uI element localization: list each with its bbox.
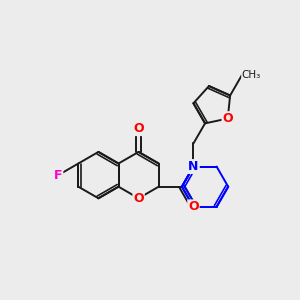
Text: CH₃: CH₃ [242,70,261,80]
Text: O: O [133,122,144,135]
Text: O: O [188,200,199,213]
Text: O: O [133,192,144,205]
Text: F: F [54,169,62,182]
Text: N: N [188,160,199,173]
Text: N: N [188,160,199,173]
Text: O: O [222,112,233,125]
